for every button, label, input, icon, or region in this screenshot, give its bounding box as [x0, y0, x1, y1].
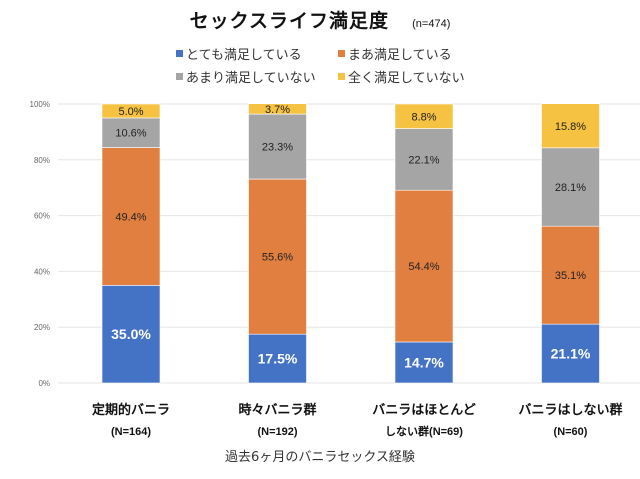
legend-swatch-3 [338, 73, 345, 80]
category-sublabel: しない群(N=69) [385, 424, 463, 438]
category-label: 時々バニラ群 [238, 402, 316, 418]
legend-label-1: まあ満足している [348, 48, 452, 63]
y-tick-label: 20% [34, 323, 50, 332]
data-label: 22.1% [408, 154, 439, 166]
bar-segment [248, 178, 307, 335]
legend-label-2: あまり満足していない [186, 71, 316, 86]
chart-subtitle: (n=474) [412, 18, 451, 30]
data-label: 5.0% [118, 106, 143, 118]
bar-segment [101, 285, 161, 384]
legend-item-3: 全く満足していない [338, 67, 465, 86]
bar-segment [394, 128, 454, 191]
data-label: 55.6% [262, 252, 293, 264]
data-label: 23.3% [262, 142, 293, 154]
bar-segment [101, 147, 161, 286]
bar-segment [394, 189, 454, 343]
data-label: 14.7% [404, 354, 444, 370]
category-sublabel: (N=192) [257, 426, 297, 438]
data-label: 17.5% [258, 351, 298, 367]
bar-segment [541, 147, 600, 227]
data-label: 15.8% [555, 121, 586, 133]
bar-segment [394, 341, 454, 384]
chart-title-row: セックスライフ満足度 (n=474) [0, 6, 640, 33]
bar-segment [541, 103, 600, 149]
y-tick-label: 0% [38, 379, 50, 388]
legend-swatch-1 [338, 50, 345, 57]
category-label: 定期的バニラ [91, 402, 170, 418]
category-label: バニラはほとんど [372, 403, 476, 418]
data-label: 49.4% [115, 211, 146, 223]
legend-item-0: とても満足している [176, 44, 302, 63]
data-label: 54.4% [408, 261, 439, 273]
y-tick-label: 100% [30, 100, 50, 109]
y-tick-label: 60% [34, 212, 50, 221]
bar-segment [394, 103, 454, 129]
bar-segment [248, 113, 307, 180]
y-tick-label: 40% [34, 267, 50, 276]
category-label: バニラはしない群 [518, 402, 622, 418]
legend-swatch-2 [176, 73, 183, 80]
x-axis-title: 過去6ヶ月のバニラセックス経験 [225, 450, 415, 465]
data-label: 35.1% [555, 270, 586, 282]
data-label: 3.7% [265, 104, 290, 116]
data-label: 21.1% [551, 346, 591, 362]
chart-title: セックスライフ満足度 [189, 10, 390, 32]
legend-swatch-0 [176, 50, 183, 57]
data-label: 8.8% [411, 111, 436, 123]
legend-label-0: とても満足している [186, 48, 302, 63]
data-label: 10.6% [115, 128, 146, 140]
data-label: 35.0% [111, 326, 151, 342]
legend-item-1: まあ満足している [338, 44, 452, 63]
bar-segment [248, 333, 307, 384]
y-tick-label: 80% [34, 156, 50, 165]
bar-segment [248, 103, 307, 115]
bar-segment [541, 323, 600, 384]
bar-segment [541, 225, 600, 325]
data-label: 28.1% [555, 182, 586, 194]
category-sublabel: (N=164) [111, 426, 151, 438]
legend-label-3: 全く満足していない [348, 71, 465, 86]
category-sublabel: (N=60) [554, 426, 588, 438]
legend-item-2: あまり満足していない [176, 67, 316, 86]
bar-segment [101, 117, 161, 148]
bar-segment [101, 103, 161, 119]
